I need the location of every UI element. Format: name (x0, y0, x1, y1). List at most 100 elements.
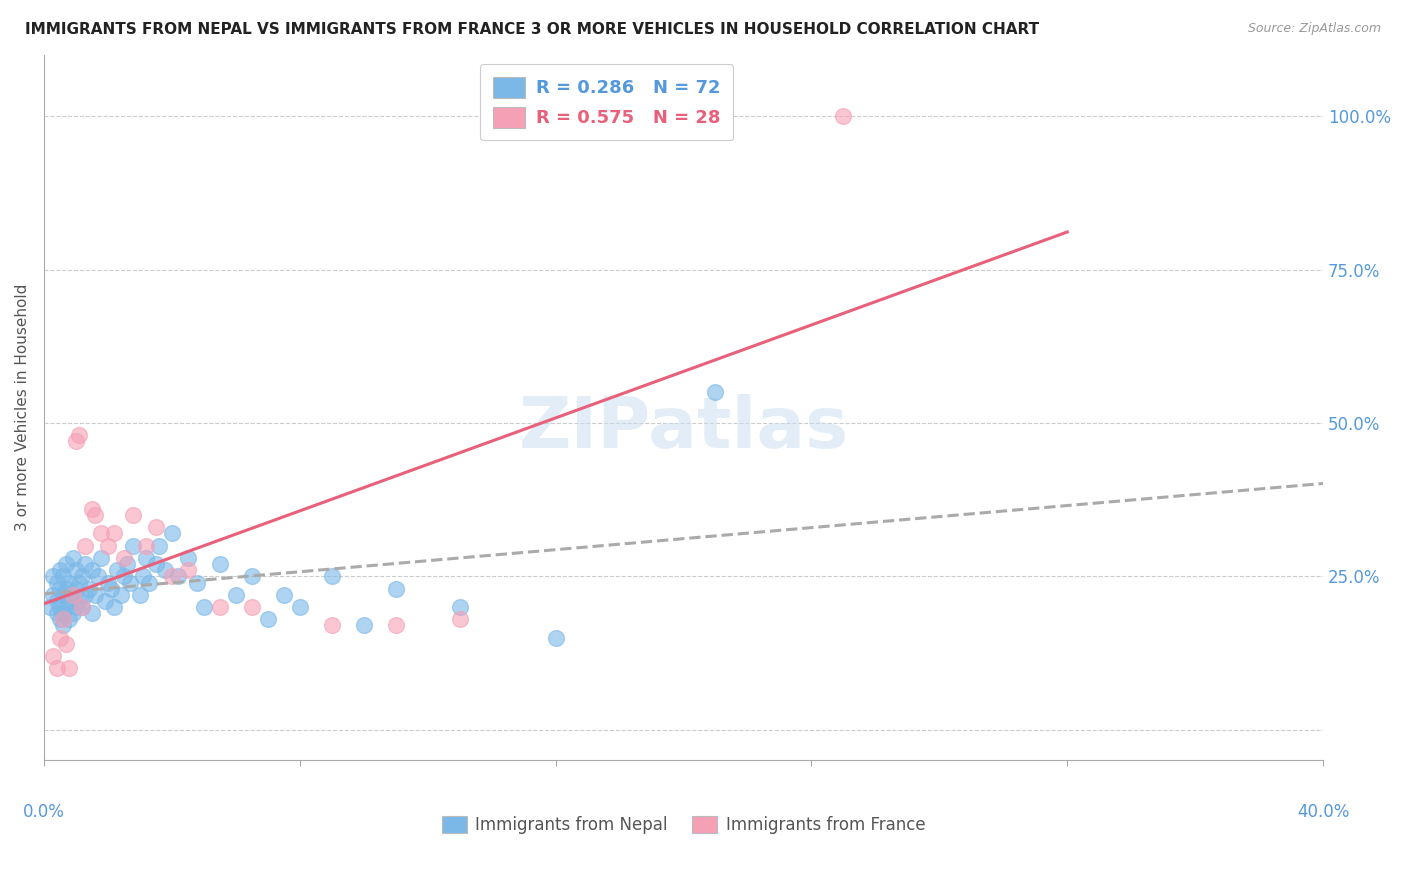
Point (128, 588, 150, 602)
Point (704, 385, 727, 400)
Point (384, 582, 406, 596)
Point (42, 588, 65, 602)
Point (77, 582, 100, 596)
Point (167, 569, 190, 583)
Point (288, 600, 311, 615)
Text: 0.0%: 0.0% (22, 803, 65, 821)
Point (110, 588, 132, 602)
Point (177, 551, 200, 566)
Point (75, 539, 97, 553)
Point (273, 588, 295, 602)
Point (52, 606, 75, 620)
Point (49, 600, 72, 615)
Point (45, 594, 67, 608)
Point (103, 526, 125, 541)
Point (62, 588, 84, 602)
Point (186, 575, 208, 590)
Point (58, 575, 80, 590)
Point (240, 600, 263, 615)
Point (55, 557, 77, 571)
Point (58, 612, 80, 626)
Point (65, 434, 87, 449)
Legend: Immigrants from Nepal, Immigrants from France: Immigrants from Nepal, Immigrants from F… (433, 807, 934, 842)
Point (39, 600, 62, 615)
Y-axis label: 3 or more Vehicles in Household: 3 or more Vehicles in Household (15, 284, 30, 532)
Text: ZIPatlas: ZIPatlas (519, 394, 849, 464)
Point (122, 539, 145, 553)
Point (160, 526, 183, 541)
Point (103, 600, 125, 615)
Point (90, 526, 112, 541)
Point (49, 582, 72, 596)
Point (80, 502, 103, 516)
Point (145, 520, 167, 534)
Point (122, 508, 145, 522)
Point (90, 551, 112, 566)
Point (177, 563, 200, 577)
Point (449, 600, 471, 615)
Point (107, 563, 129, 577)
Point (321, 618, 343, 632)
Point (208, 557, 231, 571)
Point (145, 557, 167, 571)
Point (97, 575, 120, 590)
Point (97, 539, 120, 553)
Point (72, 600, 94, 615)
Point (67, 594, 90, 608)
Point (58, 661, 80, 675)
Point (93, 594, 115, 608)
Point (55, 582, 77, 596)
Point (87, 569, 110, 583)
Point (132, 569, 155, 583)
Point (52, 588, 75, 602)
Point (135, 539, 157, 553)
Point (80, 606, 103, 620)
Point (84, 588, 107, 602)
Point (45, 661, 67, 675)
Text: Source: ZipAtlas.com: Source: ZipAtlas.com (1247, 22, 1381, 36)
Text: IMMIGRANTS FROM NEPAL VS IMMIGRANTS FROM FRANCE 3 OR MORE VEHICLES IN HOUSEHOLD : IMMIGRANTS FROM NEPAL VS IMMIGRANTS FROM… (25, 22, 1039, 37)
Point (49, 612, 72, 626)
Point (49, 563, 72, 577)
Point (160, 569, 183, 583)
Point (52, 569, 75, 583)
Point (112, 551, 135, 566)
Point (100, 582, 122, 596)
Point (80, 563, 103, 577)
Point (49, 631, 72, 645)
Point (208, 600, 231, 615)
Point (84, 508, 107, 522)
Point (155, 563, 177, 577)
Point (240, 569, 263, 583)
Point (72, 569, 94, 583)
Point (55, 637, 77, 651)
Point (75, 588, 97, 602)
Point (45, 575, 67, 590)
Point (52, 612, 75, 626)
Point (65, 600, 87, 615)
Point (384, 618, 406, 632)
Point (256, 612, 278, 626)
Point (321, 569, 343, 583)
Text: 40.0%: 40.0% (1296, 803, 1350, 821)
Point (544, 631, 567, 645)
Point (55, 600, 77, 615)
Point (65, 582, 87, 596)
Point (52, 618, 75, 632)
Point (112, 569, 135, 583)
Point (225, 588, 247, 602)
Point (62, 588, 84, 602)
Point (148, 539, 170, 553)
Point (832, 110, 855, 124)
Point (193, 600, 215, 615)
Point (67, 428, 90, 442)
Point (67, 575, 90, 590)
Point (115, 557, 138, 571)
Point (42, 569, 65, 583)
Point (65, 563, 87, 577)
Point (45, 606, 67, 620)
Point (120, 575, 142, 590)
Point (75, 557, 97, 571)
Point (42, 649, 65, 664)
Point (58, 594, 80, 608)
